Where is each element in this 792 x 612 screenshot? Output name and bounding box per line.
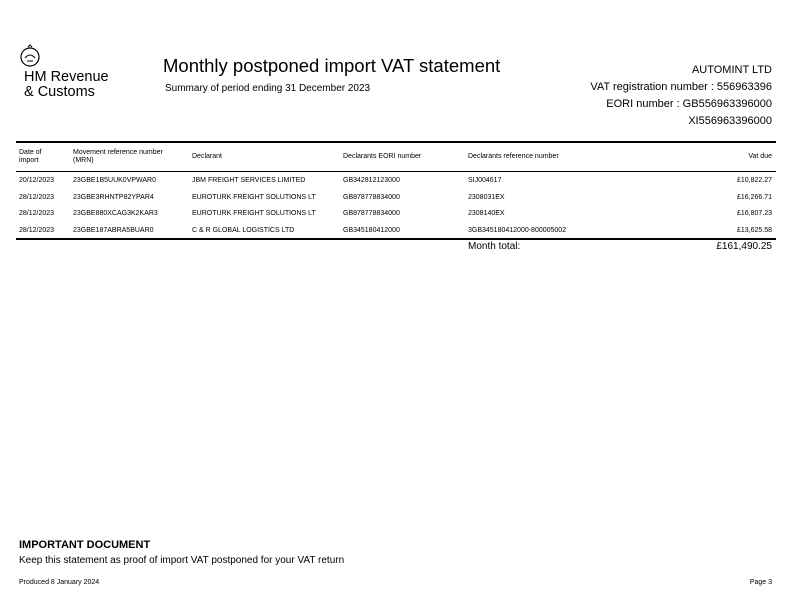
reference-cell: 2308031EX xyxy=(468,193,505,201)
vat-due-cell: £16,807.23 xyxy=(736,210,772,217)
produced-date: Produced 8 January 2024 xyxy=(19,579,100,586)
company-details: AUTOMINT LTD VAT registration number : 5… xyxy=(590,62,772,130)
page-number: Page 3 xyxy=(749,579,772,586)
declarant-cell: EUROTURK FREIGHT SOLUTIONS LT xyxy=(192,193,316,201)
logo-line-1: HM Revenue xyxy=(24,69,109,85)
hmrc-crest-icon xyxy=(18,44,42,73)
eori-cell: GB878778834000 xyxy=(343,193,400,201)
declarant-cell: JBM FREIGHT SERVICES LIMITED xyxy=(192,177,306,184)
column-header: Declarants reference number xyxy=(468,153,559,160)
important-title: IMPORTANT DOCUMENT xyxy=(19,539,151,551)
month-total-label: Month total: xyxy=(468,241,521,252)
column-header: Date of import xyxy=(19,149,42,164)
vat-due-cell: £13,625.58 xyxy=(736,226,772,234)
eori-cell: GB342812123000 xyxy=(343,177,400,184)
declarant-cell: EUROTURK FREIGHT SOLUTIONS LT xyxy=(192,210,316,217)
vat-registration: VAT registration number : 556963396 xyxy=(590,81,772,93)
reference-cell: SIJ004617 xyxy=(468,177,502,184)
mrn-cell: 23GBE187ABRA5BUAR0 xyxy=(73,226,154,234)
important-text: Keep this statement as proof of import V… xyxy=(19,555,345,566)
divider xyxy=(16,171,776,172)
company-name: AUTOMINT LTD xyxy=(691,64,772,76)
date-cell: 28/12/2023 xyxy=(19,193,55,201)
divider xyxy=(16,238,776,240)
mrn-cell: 23GBE1B5UUK0VPWAR0 xyxy=(73,177,156,184)
page-title: Monthly postponed import VAT statement xyxy=(163,55,501,76)
month-total-value: £161,490.25 xyxy=(716,241,772,252)
column-header: Declarants EORI number xyxy=(343,153,422,160)
column-header: Declarant xyxy=(192,153,222,160)
xi-number: XI556963396000 xyxy=(688,115,772,127)
reference-cell: 3GB345180412000-800005002 xyxy=(468,226,567,234)
eori-cell: GB345180412000 xyxy=(343,226,400,234)
date-cell: 20/12/2023 xyxy=(19,177,55,184)
vat-due-cell: £16,266.71 xyxy=(736,193,772,201)
column-header: Vat due xyxy=(748,153,772,160)
column-header: Movement reference number (MRN) xyxy=(73,149,163,164)
mrn-cell: 23GBE3RHNTP82YPAR4 xyxy=(73,193,154,201)
page-subtitle: Summary of period ending 31 December 202… xyxy=(165,83,371,94)
vat-due-cell: £10,822.27 xyxy=(736,177,772,184)
eori-cell: GB878778834000 xyxy=(343,210,400,217)
mrn-cell: 23GBE880XCAG3K2KAR3 xyxy=(73,210,158,217)
logo-line-2: & Customs xyxy=(24,84,95,100)
reference-cell: 2308140EX xyxy=(468,210,505,217)
declarant-cell: C & R GLOBAL LOGISTICS LTD xyxy=(192,226,295,234)
date-cell: 28/12/2023 xyxy=(19,210,55,217)
hmrc-logo-text: HM Revenue & Customs xyxy=(24,70,109,100)
date-cell: 28/12/2023 xyxy=(19,226,55,234)
divider xyxy=(16,141,776,143)
eori-number: EORI number : GB556963396000 xyxy=(606,98,772,110)
